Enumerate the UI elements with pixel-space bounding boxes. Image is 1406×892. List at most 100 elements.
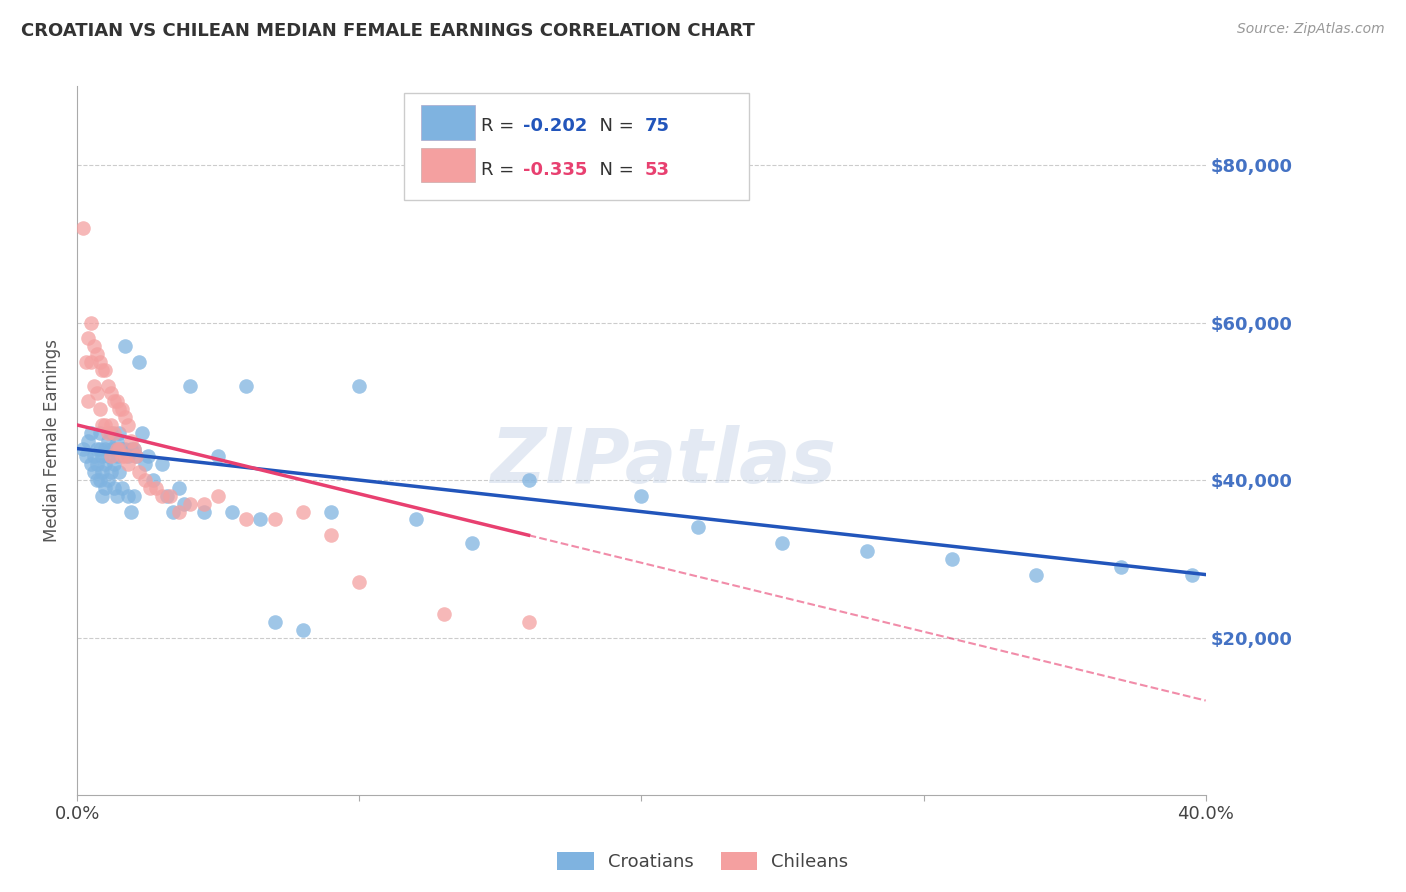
Point [77, 331, 100, 345]
Point [941, 551, 963, 566]
Point [159, 489, 181, 503]
Point [80, 316, 103, 330]
Point [221, 505, 243, 519]
Point [111, 442, 134, 456]
Point [100, 417, 122, 432]
Point [108, 425, 131, 440]
Text: N =: N = [588, 161, 640, 178]
Point [145, 481, 167, 495]
Point [91, 450, 114, 464]
Point [193, 497, 215, 511]
Point [1109, 559, 1132, 574]
Point [125, 450, 148, 464]
Y-axis label: Median Female Earnings: Median Female Earnings [44, 339, 60, 542]
Point [94, 417, 117, 432]
Point [75, 450, 97, 464]
Point [134, 458, 156, 472]
Point [103, 394, 125, 409]
Point [100, 425, 122, 440]
Point [86, 347, 108, 361]
Point [122, 442, 145, 456]
Text: N =: N = [588, 117, 640, 135]
Point [111, 402, 134, 417]
Point [114, 339, 136, 353]
Text: 75: 75 [645, 117, 669, 135]
Point [86, 473, 108, 487]
Point [94, 442, 117, 456]
Point [150, 458, 173, 472]
Point [111, 481, 134, 495]
Point [162, 505, 184, 519]
Text: -0.335: -0.335 [523, 161, 588, 178]
Point [120, 505, 142, 519]
Point [89, 355, 111, 369]
Point [77, 394, 100, 409]
FancyBboxPatch shape [422, 105, 475, 139]
Point [105, 442, 128, 456]
Point [83, 465, 105, 479]
Point [80, 425, 103, 440]
Point [105, 434, 128, 448]
Point [167, 481, 190, 495]
Point [103, 425, 125, 440]
Point [117, 489, 139, 503]
Point [100, 465, 122, 479]
Point [80, 355, 103, 369]
Point [97, 450, 120, 464]
Point [72, 442, 94, 456]
Point [86, 458, 108, 472]
Point [100, 442, 122, 456]
Point [131, 425, 153, 440]
Legend: Croatians, Chileans: Croatians, Chileans [550, 845, 856, 879]
Point [517, 615, 540, 629]
Point [86, 442, 108, 456]
Point [122, 442, 145, 456]
Point [517, 473, 540, 487]
Point [89, 442, 111, 456]
Point [207, 489, 229, 503]
Point [75, 355, 97, 369]
Point [97, 473, 120, 487]
Point [263, 512, 285, 526]
Point [173, 497, 195, 511]
Point [111, 450, 134, 464]
Point [461, 536, 484, 550]
Point [77, 434, 100, 448]
Point [114, 450, 136, 464]
Point [349, 575, 371, 590]
Point [134, 473, 156, 487]
Point [179, 497, 201, 511]
Point [193, 505, 215, 519]
Point [405, 512, 427, 526]
Point [263, 615, 285, 629]
Point [108, 402, 131, 417]
Text: R =: R = [481, 161, 520, 178]
Text: -0.202: -0.202 [523, 117, 588, 135]
Point [94, 363, 117, 377]
Point [72, 221, 94, 235]
Text: Source: ZipAtlas.com: Source: ZipAtlas.com [1237, 22, 1385, 37]
Point [89, 425, 111, 440]
Point [108, 442, 131, 456]
Point [100, 450, 122, 464]
Point [89, 402, 111, 417]
Point [103, 481, 125, 495]
Point [117, 450, 139, 464]
Text: R =: R = [481, 117, 520, 135]
FancyBboxPatch shape [405, 94, 748, 200]
Point [235, 378, 257, 392]
Point [91, 465, 114, 479]
Point [97, 434, 120, 448]
Point [125, 450, 148, 464]
Point [117, 417, 139, 432]
Point [156, 489, 179, 503]
Point [1181, 567, 1204, 582]
Point [856, 544, 879, 558]
Point [772, 536, 794, 550]
Point [120, 434, 142, 448]
Point [120, 442, 142, 456]
Point [97, 378, 120, 392]
Point [103, 458, 125, 472]
Point [433, 607, 456, 621]
Point [291, 505, 314, 519]
